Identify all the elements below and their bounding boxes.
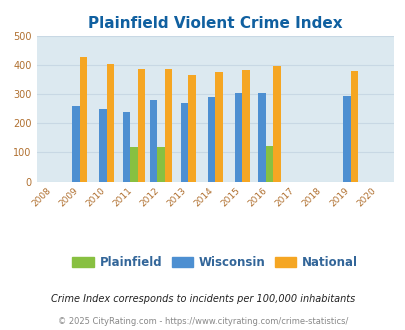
Title: Plainfield Violent Crime Index: Plainfield Violent Crime Index [87,16,342,31]
Bar [215,72,222,182]
Bar [99,109,107,182]
Bar [342,96,350,182]
Legend: Plainfield, Wisconsin, National: Plainfield, Wisconsin, National [67,251,362,274]
Bar [80,57,87,182]
Bar [130,147,137,182]
Text: Crime Index corresponds to incidents per 100,000 inhabitants: Crime Index corresponds to incidents per… [51,294,354,304]
Bar [149,100,157,182]
Bar [234,93,242,182]
Bar [137,69,145,182]
Bar [207,97,215,182]
Bar [242,70,249,182]
Bar [265,146,273,182]
Bar [122,112,130,182]
Bar [72,106,80,182]
Bar [107,64,114,182]
Bar [180,103,188,182]
Bar [257,93,265,182]
Bar [188,75,195,182]
Bar [273,66,280,182]
Bar [164,69,172,182]
Bar [350,71,357,182]
Bar [157,147,164,182]
Text: © 2025 CityRating.com - https://www.cityrating.com/crime-statistics/: © 2025 CityRating.com - https://www.city… [58,317,347,326]
